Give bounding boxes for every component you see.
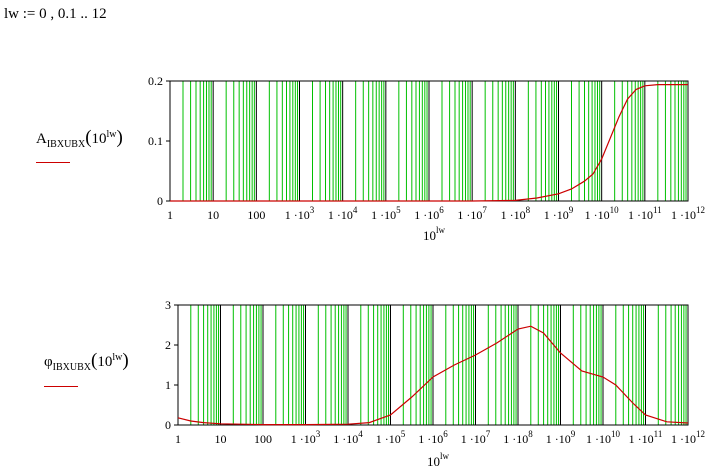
- ylabel-arg: 10: [97, 354, 113, 370]
- ylabel-subscript: IBXUBX: [52, 362, 92, 373]
- x-tick-label: 1 ·1012: [671, 205, 705, 222]
- y-tick-label: 0.2: [148, 74, 163, 88]
- plot-frame: [177, 304, 689, 426]
- y-tick-label: 2: [165, 338, 171, 352]
- x-tick-label: 100: [247, 208, 265, 222]
- data-curve: [177, 325, 689, 426]
- x-tick-label: 1 ·107: [461, 429, 491, 446]
- x-axis-title: 10lw: [427, 451, 450, 469]
- x-tick-label: 1 ·104: [328, 205, 358, 222]
- x-tick-label: 1 ·105: [376, 429, 406, 446]
- y-tick-label: 0: [165, 418, 171, 432]
- x-tick-label: 10: [207, 208, 219, 222]
- range-definition: lw := 0 , 0.1 .. 12: [4, 6, 107, 23]
- y-tick-label: 1: [165, 378, 171, 392]
- ylabel-arg-exp: lw: [106, 129, 117, 140]
- x-tick-label: 100: [254, 432, 272, 446]
- data-curve: [170, 83, 688, 202]
- x-tick-label: 1 ·106: [418, 429, 448, 446]
- y-tick-label: 0: [157, 194, 163, 208]
- ylabel-symbol: A: [36, 131, 47, 147]
- x-tick-label: 1 ·1010: [585, 205, 620, 222]
- x-tick-label: 1 ·108: [501, 205, 531, 222]
- assign-operator: :=: [22, 6, 36, 22]
- y-tick-label: 3: [165, 298, 171, 312]
- x-axis-title: 10lw: [423, 225, 446, 243]
- trace-legend-mark: [36, 162, 70, 163]
- x-tick-label: 1 ·106: [414, 205, 444, 222]
- amplitude-axis-label: AIBXUBX(10lw): [36, 127, 123, 150]
- x-tick-label: 1: [175, 432, 181, 446]
- x-tick-label: 1 ·108: [503, 429, 533, 446]
- x-tick-label: 1 ·1012: [671, 429, 705, 446]
- phase-axis-label: φIBXUBX(10lw): [44, 350, 129, 373]
- x-tick-label: 1 ·1011: [628, 205, 662, 222]
- ylabel-arg-exp: lw: [112, 352, 123, 363]
- x-tick-label: 1 ·109: [544, 205, 574, 222]
- x-tick-label: 1 ·103: [291, 429, 321, 446]
- ylabel-symbol: φ: [44, 354, 53, 370]
- x-tick-label: 1 ·104: [333, 429, 363, 446]
- trace-legend-mark: [44, 386, 78, 387]
- x-tick-label: 1 ·107: [457, 205, 487, 222]
- x-tick-label: 1 ·105: [371, 205, 401, 222]
- ylabel-subscript: IBXUBX: [46, 139, 86, 150]
- x-tick-label: 1 ·109: [546, 429, 576, 446]
- x-tick-label: 1 ·1011: [629, 429, 663, 446]
- x-tick-label: 1 ·103: [285, 205, 315, 222]
- range-values: 0 , 0.1 .. 12: [39, 6, 107, 22]
- range-variable: lw: [4, 6, 19, 22]
- x-tick-label: 1 ·1010: [586, 429, 621, 446]
- ylabel-arg: 10: [91, 131, 107, 147]
- y-tick-label: 0.1: [148, 134, 163, 148]
- x-tick-label: 10: [215, 432, 227, 446]
- x-tick-label: 1: [167, 208, 173, 222]
